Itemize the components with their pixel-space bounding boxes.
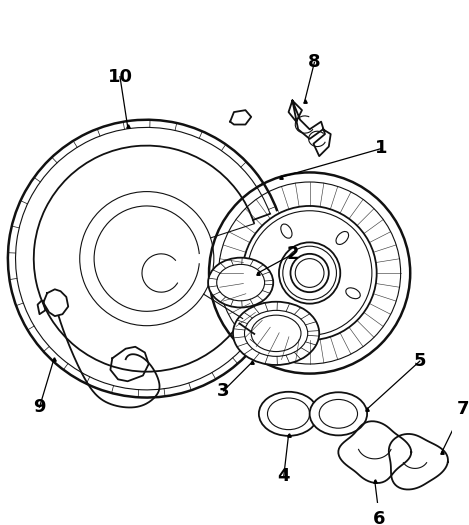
Text: 6: 6: [373, 510, 386, 525]
Ellipse shape: [233, 302, 319, 365]
Ellipse shape: [346, 288, 360, 299]
Text: 8: 8: [308, 53, 321, 71]
Circle shape: [279, 243, 340, 303]
Circle shape: [290, 254, 329, 292]
Text: 4: 4: [278, 467, 290, 485]
Ellipse shape: [281, 224, 292, 238]
Circle shape: [242, 206, 377, 340]
Ellipse shape: [208, 258, 273, 308]
Ellipse shape: [299, 313, 309, 328]
Text: 1: 1: [375, 140, 388, 158]
Text: 10: 10: [107, 68, 132, 86]
Ellipse shape: [310, 392, 367, 435]
Ellipse shape: [259, 392, 318, 436]
Text: 5: 5: [414, 352, 426, 370]
Text: 9: 9: [33, 398, 46, 416]
Ellipse shape: [336, 232, 348, 245]
Circle shape: [209, 172, 410, 374]
Text: 3: 3: [217, 382, 230, 400]
Text: 7: 7: [457, 400, 469, 418]
Text: 2: 2: [287, 245, 300, 263]
Ellipse shape: [255, 277, 270, 287]
